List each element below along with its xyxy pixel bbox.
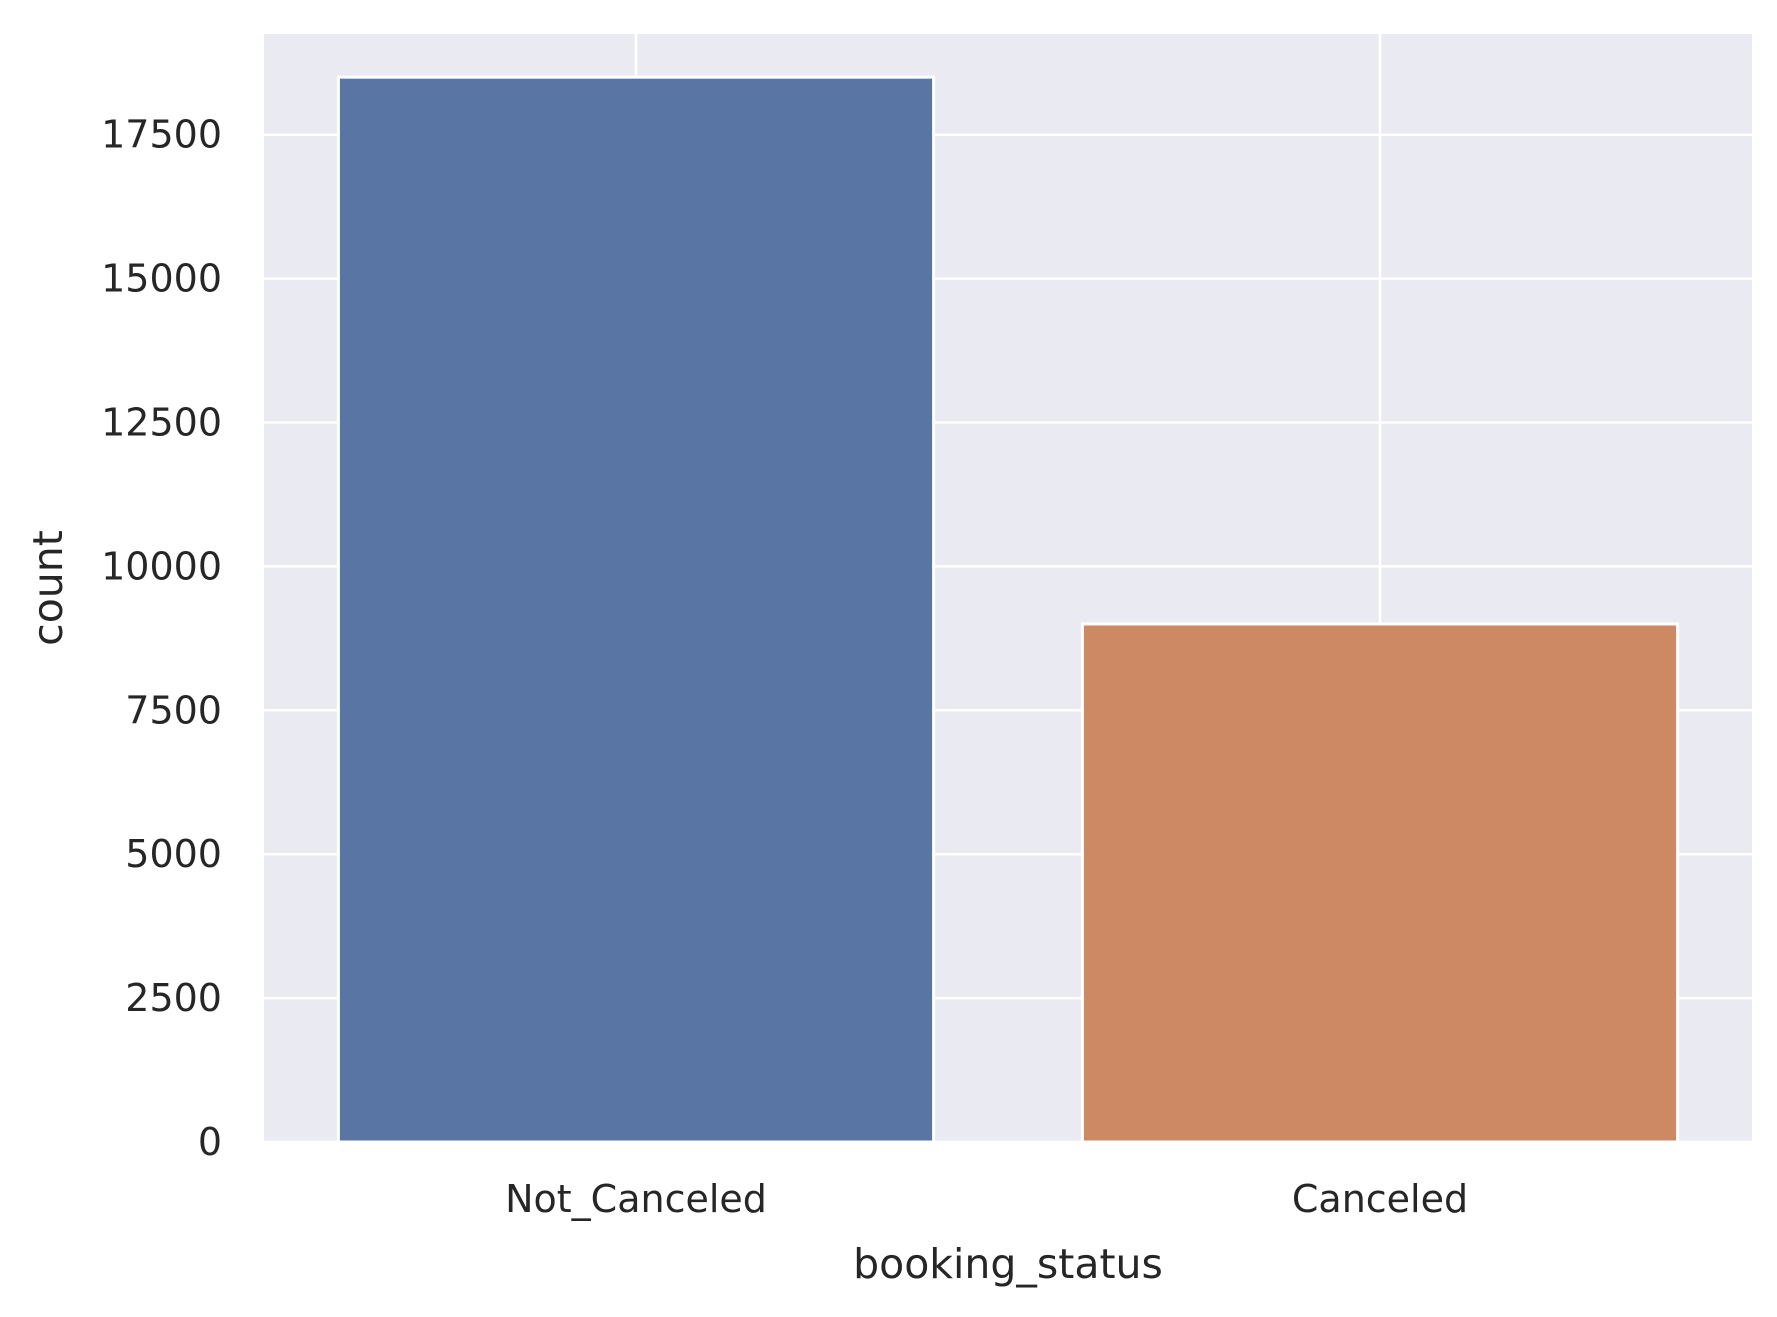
bar-not-canceled (336, 75, 936, 1144)
y-tick-label: 15000 (101, 257, 222, 301)
bars (336, 75, 1680, 1144)
y-axis-label: count (24, 530, 72, 646)
bar-canceled (1080, 622, 1680, 1144)
x-tick-label: Not_Canceled (505, 1177, 767, 1221)
y-tick-label: 2500 (125, 976, 222, 1020)
y-tick-label: 12500 (101, 401, 222, 445)
y-tick-label: 0 (198, 1120, 222, 1164)
y-tick-label: 17500 (101, 113, 222, 157)
y-tick-labels: 0 2500 5000 7500 10000 12500 15000 17500 (101, 113, 222, 1164)
y-tick-label: 7500 (125, 688, 222, 732)
x-tick-labels: Not_Canceled Canceled (505, 1177, 1468, 1221)
y-tick-label: 10000 (101, 544, 222, 588)
y-tick-label: 5000 (125, 832, 222, 876)
x-axis-label: booking_status (853, 1240, 1163, 1288)
x-tick-label: Canceled (1292, 1177, 1468, 1221)
